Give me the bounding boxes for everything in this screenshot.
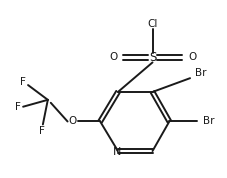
Text: O: O (68, 116, 76, 127)
Text: S: S (148, 51, 155, 64)
Text: O: O (109, 53, 117, 62)
Text: Cl: Cl (147, 19, 157, 29)
Text: F: F (20, 77, 26, 87)
Text: Br: Br (202, 116, 214, 127)
Text: F: F (39, 126, 45, 136)
Text: N: N (112, 147, 121, 157)
Text: O: O (187, 53, 195, 62)
Text: Br: Br (194, 68, 206, 78)
Text: F: F (15, 102, 21, 112)
